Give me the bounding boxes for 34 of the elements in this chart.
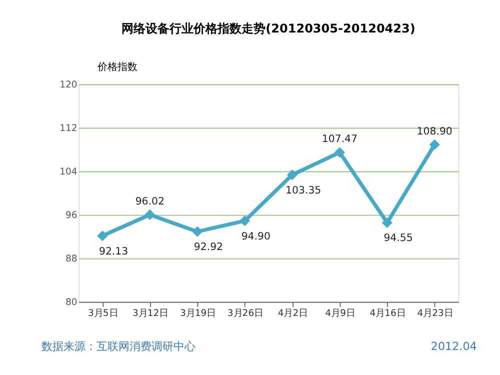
data-label: 92.92 xyxy=(194,242,224,254)
x-tick-label: 4月16日 xyxy=(370,308,406,320)
y-tick-label: 104 xyxy=(60,166,78,178)
point xyxy=(334,147,345,158)
data-label: 92.13 xyxy=(98,246,128,258)
x-tick-label: 3月19日 xyxy=(180,308,216,320)
point xyxy=(97,230,108,242)
chart-title: 网络设备行业价格指数走势(20120305-20120423) xyxy=(122,21,416,36)
point xyxy=(382,217,392,228)
text: 2012.04 xyxy=(430,340,477,353)
data-label: 108.90 xyxy=(416,126,452,138)
data-label: 96.02 xyxy=(135,196,164,208)
source-note: 数据来源：互联网消费调研中心 xyxy=(42,340,196,353)
point xyxy=(429,139,440,150)
data-label: 94.55 xyxy=(384,233,413,244)
x-tick-label: 4月9日 xyxy=(325,308,356,320)
y-tick-label: 80 xyxy=(66,297,78,308)
y-tick-label: 88 xyxy=(66,254,78,265)
data-label: 107.47 xyxy=(322,134,358,146)
y-axis-title: 价格指数 xyxy=(96,60,138,73)
x-tick-label: 3月12日 xyxy=(132,308,168,320)
point xyxy=(286,170,298,180)
x-tick-label: 3月26日 xyxy=(227,308,264,320)
point xyxy=(192,226,203,237)
point xyxy=(240,216,250,226)
y-tick-label: 96 xyxy=(66,210,78,222)
x-tick-label: 3月5日 xyxy=(88,308,118,320)
data-label: 94.90 xyxy=(241,231,270,242)
y-tick-label: 120 xyxy=(60,80,78,90)
x-tick-label: 4月2日 xyxy=(278,308,308,320)
point xyxy=(144,209,156,220)
data-label: 103.35 xyxy=(286,185,322,196)
y-tick-label: 112 xyxy=(60,123,78,134)
x-tick-label: 4月23日 xyxy=(417,308,453,320)
